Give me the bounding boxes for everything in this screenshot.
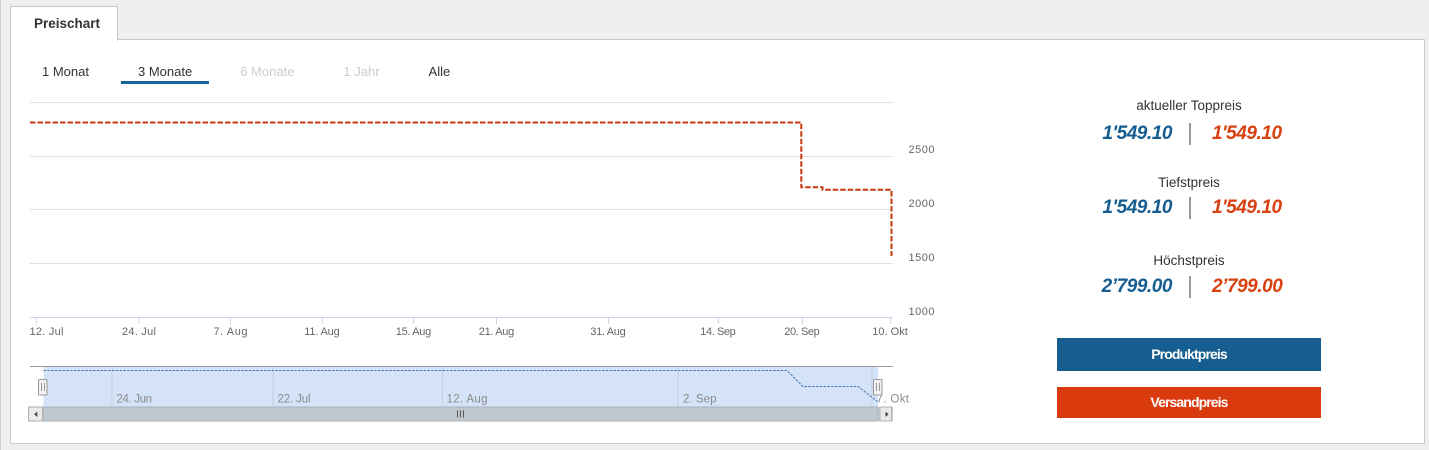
svg-text:24. Jun: 24. Jun: [117, 394, 153, 406]
svg-text:22. Jul: 22. Jul: [278, 394, 311, 406]
svg-text:21. Aug: 21. Aug: [479, 326, 515, 338]
svg-text:1500: 1500: [909, 252, 935, 264]
svg-text:1000: 1000: [909, 306, 935, 318]
svg-text:31. Aug: 31. Aug: [590, 326, 626, 338]
svg-text:7. Aug: 7. Aug: [214, 326, 248, 338]
svg-text:20. Sep: 20. Sep: [784, 326, 820, 338]
svg-text:15. Aug: 15. Aug: [396, 326, 432, 338]
svg-text:24. Jul: 24. Jul: [122, 326, 156, 338]
svg-text:2000: 2000: [909, 198, 935, 210]
svg-text:7. Okt: 7. Okt: [877, 394, 910, 406]
svg-text:12. Aug: 12. Aug: [447, 394, 488, 406]
svg-text:10. Okt: 10. Okt: [872, 326, 908, 338]
svg-text:14. Sep: 14. Sep: [700, 326, 736, 338]
svg-text:11. Aug: 11. Aug: [304, 326, 340, 338]
svg-text:12. Jul: 12. Jul: [30, 326, 64, 338]
svg-text:2500: 2500: [909, 144, 935, 156]
svg-text:2. Sep: 2. Sep: [683, 394, 717, 406]
